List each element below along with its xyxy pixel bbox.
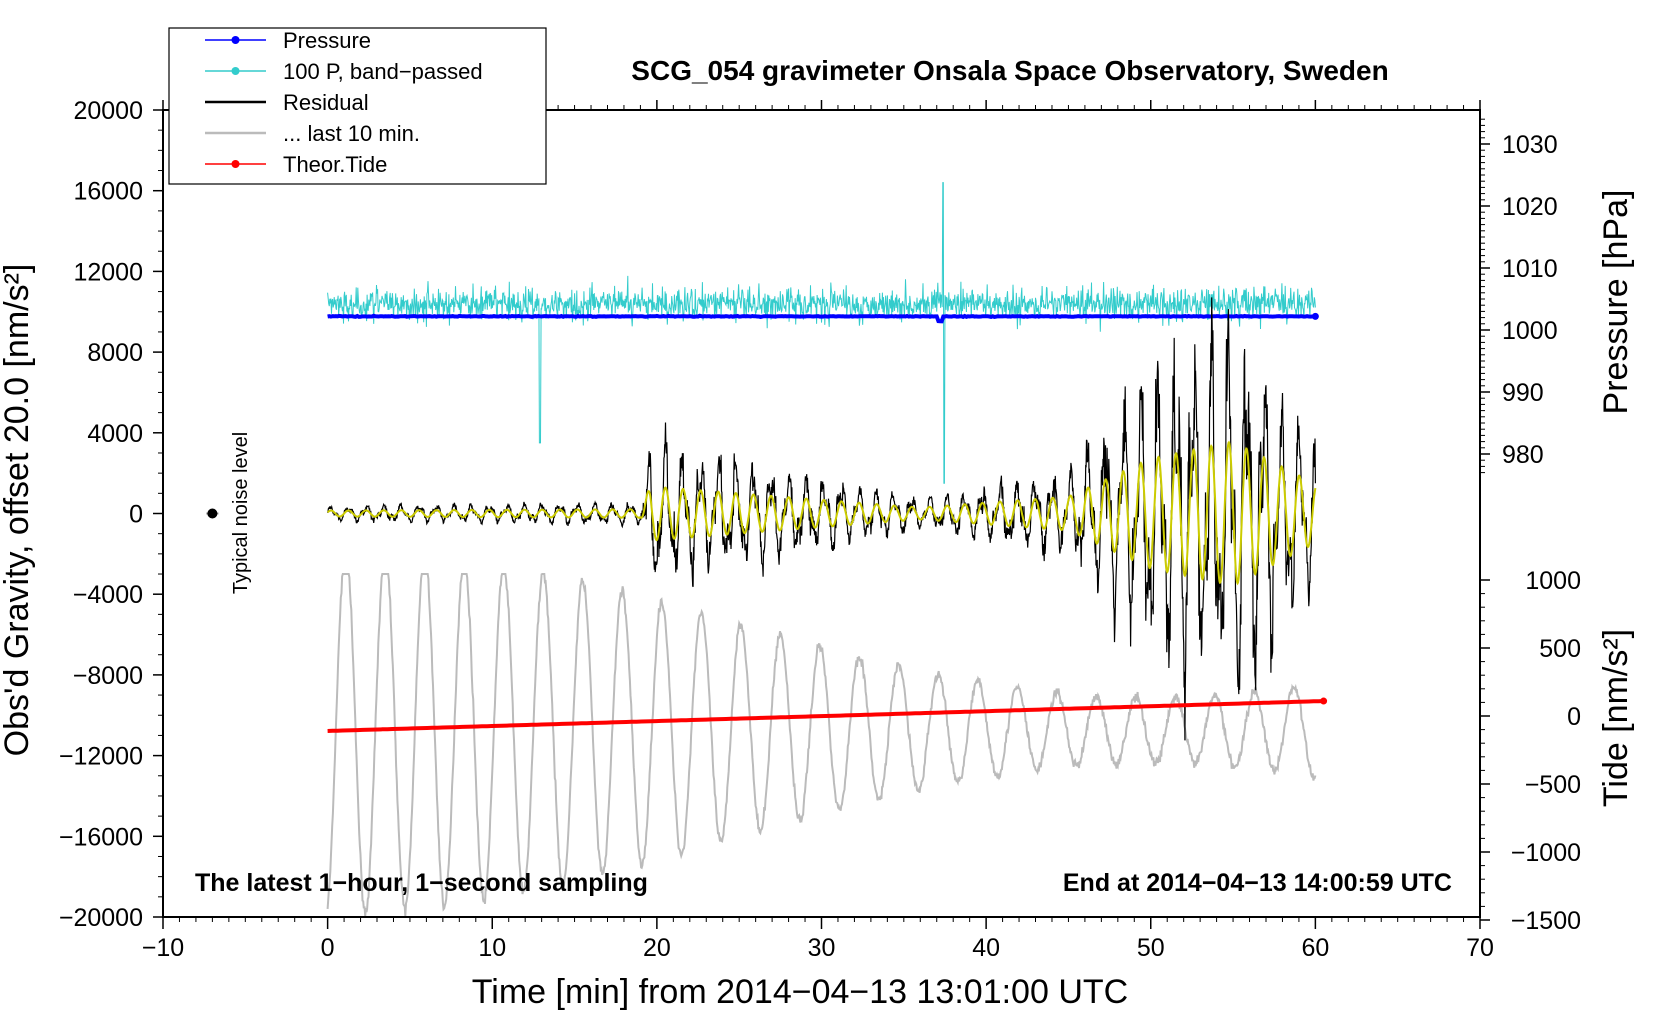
x-axis-tick-label: 20 [643, 934, 671, 962]
chart-title: SCG_054 gravimeter Onsala Space Observat… [631, 55, 1388, 86]
pressure-axis-tick-label: 1010 [1502, 255, 1558, 283]
legend-label: Theor.Tide [283, 152, 387, 177]
legend-box [168, 27, 547, 185]
tide-axis-tick-label: 1000 [1525, 567, 1581, 595]
legend-swatch-marker [231, 67, 240, 75]
x-axis-tick-label: −10 [142, 934, 184, 962]
pressure-axis-tick-label: 1000 [1502, 317, 1558, 345]
pressure-axis-tick-label: 990 [1502, 379, 1544, 407]
x-axis-tick-label: 30 [808, 934, 836, 962]
legend: Pressure 100 P, band−passed Residual ... la… [168, 27, 547, 185]
tide-axis-title: Tide [nm/s²] [1597, 629, 1635, 807]
legend-swatch-marker [231, 160, 240, 168]
y-axis-left-tick-label: −8000 [73, 662, 143, 690]
y-axis-left-tick-label: −12000 [59, 743, 143, 771]
pressure-axis-tick-label: 1030 [1502, 131, 1558, 159]
legend-label: Residual [283, 90, 369, 115]
y-axis-left-tick-label: 20000 [73, 97, 143, 125]
series-residual-filtered-line [327, 440, 1317, 586]
x-axis-title: Time [min] from 2014−04−13 13:01:00 UTC [472, 973, 1128, 1011]
legend-swatch-marker [231, 36, 240, 44]
tide-axis-tick-label: −1500 [1511, 907, 1581, 935]
series-band-passed-pressure-line [327, 182, 1316, 484]
y-axis-left-tick-label: 4000 [87, 420, 143, 448]
series-pressure-line [327, 313, 1316, 324]
series-pressure-end-marker [1311, 312, 1319, 320]
legend-label: ... last 10 min. [283, 121, 420, 146]
footer-left-note: The latest 1−hour, 1−second sampling [195, 869, 648, 897]
noise-level-label: Typical noise level [230, 432, 252, 594]
x-axis-tick-label: 60 [1301, 934, 1329, 962]
tide-axis-tick-label: −1000 [1511, 839, 1581, 867]
series-layer [206, 182, 1328, 917]
footer-right-note: End at 2014−04−13 14:00:59 UTC [1063, 869, 1452, 897]
x-axis-tick-label: 40 [972, 934, 1000, 962]
tide-axis-tick-label: 500 [1539, 635, 1581, 663]
y-axis-left-tick-label: 12000 [73, 258, 143, 286]
x-axis-tick-label: 70 [1466, 934, 1494, 962]
legend-label: Pressure [283, 28, 371, 53]
tide-axis-tick-label: −500 [1525, 771, 1581, 799]
tide-axis-tick-label: 0 [1567, 703, 1581, 731]
x-axis-tick-label: 10 [478, 934, 506, 962]
series-theoretical-tide-line [327, 699, 1324, 733]
y-axis-left-tick-label: 16000 [73, 178, 143, 206]
y-axis-left-tick-label: −20000 [59, 904, 143, 932]
x-axis-tick-label: 50 [1137, 934, 1165, 962]
y-axis-left-tick-label: 8000 [87, 339, 143, 367]
y-axis-left-tick-label: 0 [129, 501, 143, 529]
ticks-layer: −10 0 10 20 30 40 50 60 702000016000120008000400… [59, 97, 1581, 962]
x-axis-tick-label: 0 [321, 934, 335, 962]
legend-items: Pressure 100 P, band−passed Residual ... la… [205, 28, 483, 177]
pressure-axis-title: Pressure [hPa] [1597, 190, 1635, 415]
legend-label: 100 P, band−passed [283, 59, 483, 84]
y-axis-left-tick-label: −16000 [59, 823, 143, 851]
y-axis-left-tick-label: −4000 [73, 581, 143, 609]
series-last-10-min-line [326, 573, 1317, 917]
y-axis-left-title: Obs'd Gravity, offset 20.0 [nm/s²] [0, 264, 36, 757]
series-theoretical-tide-end-marker [1320, 697, 1328, 705]
noise-level-marker [207, 508, 218, 519]
pressure-axis-tick-label: 1020 [1502, 193, 1558, 221]
pressure-axis-tick-label: 980 [1502, 441, 1544, 469]
